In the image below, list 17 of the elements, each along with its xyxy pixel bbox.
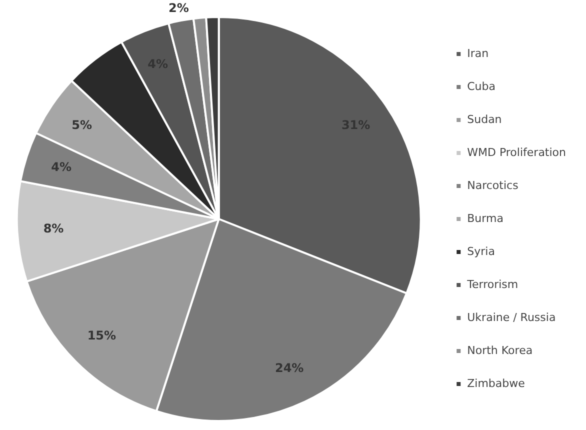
data-label: 5% — [72, 118, 92, 132]
legend-label: WMD Proliferation — [467, 146, 566, 159]
legend-label: Iran — [467, 46, 489, 60]
data-label: 2% — [168, 0, 189, 15]
data-label: 15% — [87, 328, 116, 342]
data-label: 24% — [274, 361, 304, 375]
legend-label: Cuba — [467, 80, 496, 93]
legend-label: Narcotics — [467, 178, 519, 192]
legend-label: Ukraine / Russia — [467, 310, 556, 324]
legend-label: Zimbabwe — [467, 376, 526, 390]
legend-label: North Korea — [467, 344, 533, 357]
legend-label: Terrorism — [466, 278, 518, 291]
legend-label: Burma — [467, 212, 504, 225]
data-label: 4% — [51, 160, 72, 174]
legend-label: Sudan — [467, 112, 502, 126]
legend-label: Syria — [467, 244, 495, 258]
data-label: 8% — [43, 222, 64, 236]
